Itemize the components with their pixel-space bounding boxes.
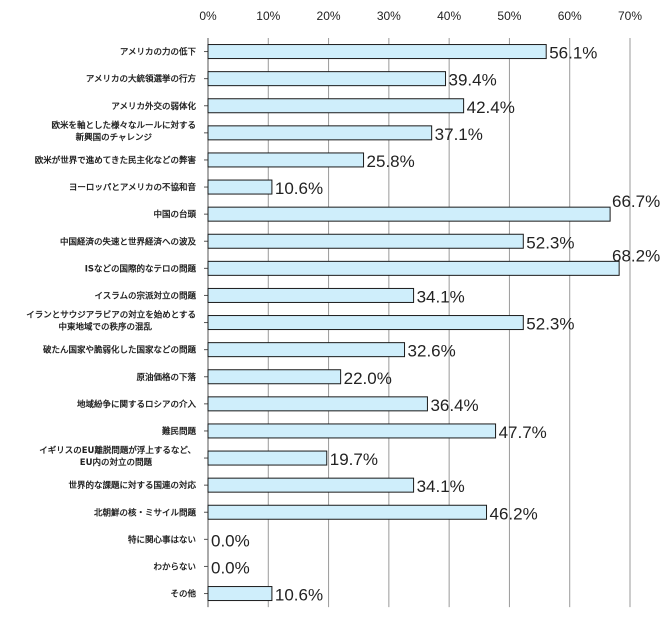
value-label: 46.2%	[490, 504, 538, 523]
bar	[207, 206, 611, 222]
bar	[207, 396, 428, 412]
bar	[207, 423, 497, 439]
bar	[207, 152, 365, 168]
value-label: 32.6%	[408, 342, 456, 361]
x-tick-label: 30%	[377, 9, 401, 23]
value-label: 36.4%	[430, 396, 478, 415]
value-label: 39.4%	[449, 71, 497, 90]
bar	[207, 233, 524, 249]
bar	[207, 477, 415, 493]
category-label: 北朝鮮の核・ミサイル問題	[94, 507, 197, 518]
value-label: 10.6%	[275, 586, 323, 605]
category-label: アメリカの力の低下	[120, 47, 197, 58]
category-label: アメリカの大統領選挙の行方	[86, 74, 197, 85]
value-label: 68.2%	[612, 246, 660, 265]
value-label: 42.4%	[467, 98, 515, 117]
x-tick-label: 20%	[317, 9, 341, 23]
value-label: 19.7%	[330, 450, 378, 469]
value-label: 10.6%	[275, 179, 323, 198]
category-label: 中国経済の失速と世界経済への波及	[60, 236, 197, 247]
bar	[207, 287, 415, 303]
category-label: 欧米を軸とした様々なルールに対する新興国のチャレンジ	[51, 120, 196, 143]
bar	[207, 586, 273, 602]
x-tick-label: 50%	[497, 9, 521, 23]
bar	[207, 98, 465, 114]
value-label: 66.7%	[612, 192, 660, 211]
value-label: 22.0%	[344, 369, 392, 388]
value-label: 0.0%	[211, 558, 250, 577]
value-label: 25.8%	[367, 152, 415, 171]
category-label: その他	[170, 589, 196, 600]
category-label: 破たん国家や脆弱化した国家などの問題	[43, 345, 197, 356]
bar	[207, 44, 547, 60]
value-label: 37.1%	[435, 125, 483, 144]
category-label: イギリスのEU離脱問題が浮上するなど、 EU内の対立の問題	[39, 445, 196, 468]
value-label: 0.0%	[211, 531, 250, 550]
category-label: 地域紛争に関するロシアの介入	[77, 399, 197, 410]
category-label: 欧米が世界で進めてきた民主化などの弊害	[35, 155, 197, 166]
category-label: わからない	[153, 562, 196, 572]
bar	[207, 315, 524, 331]
category-label: 特に関心事はない	[128, 534, 196, 545]
bar	[207, 504, 488, 520]
value-label: 56.1%	[549, 44, 597, 63]
value-label: 47.7%	[499, 423, 547, 442]
bar	[207, 369, 342, 385]
bar	[207, 71, 447, 87]
category-label: 難民問題	[162, 426, 197, 437]
bar	[207, 260, 620, 276]
value-label: 34.1%	[417, 477, 465, 496]
bar	[207, 342, 406, 358]
category-label: 原油価格の下落	[136, 372, 196, 383]
value-label: 52.3%	[526, 233, 574, 252]
bar	[207, 179, 273, 195]
x-tick-label: 10%	[256, 9, 280, 23]
category-label: 中国の台頭	[153, 209, 196, 220]
x-tick-label: 0%	[199, 9, 217, 23]
value-label: 34.1%	[417, 287, 465, 306]
x-tick-label: 40%	[437, 9, 461, 23]
category-label: 世界的な課題に対する国連の対応	[68, 480, 196, 491]
category-label: ISなどの国際的なテロの問題	[85, 263, 197, 274]
category-label: アメリカ外交の弱体化	[111, 101, 196, 112]
bar	[207, 450, 328, 466]
bar	[207, 125, 433, 141]
category-label: イスラムの宗派対立の問題	[95, 290, 197, 301]
x-tick-label: 60%	[558, 9, 582, 23]
category-label: ヨーロッパとアメリカの不協和音	[69, 182, 197, 193]
value-label: 52.3%	[526, 315, 574, 334]
category-label: イランとサウジアラビアの対立を始めとする中東地域での秩序の混乱	[26, 310, 196, 333]
x-tick-label: 70%	[618, 9, 642, 23]
